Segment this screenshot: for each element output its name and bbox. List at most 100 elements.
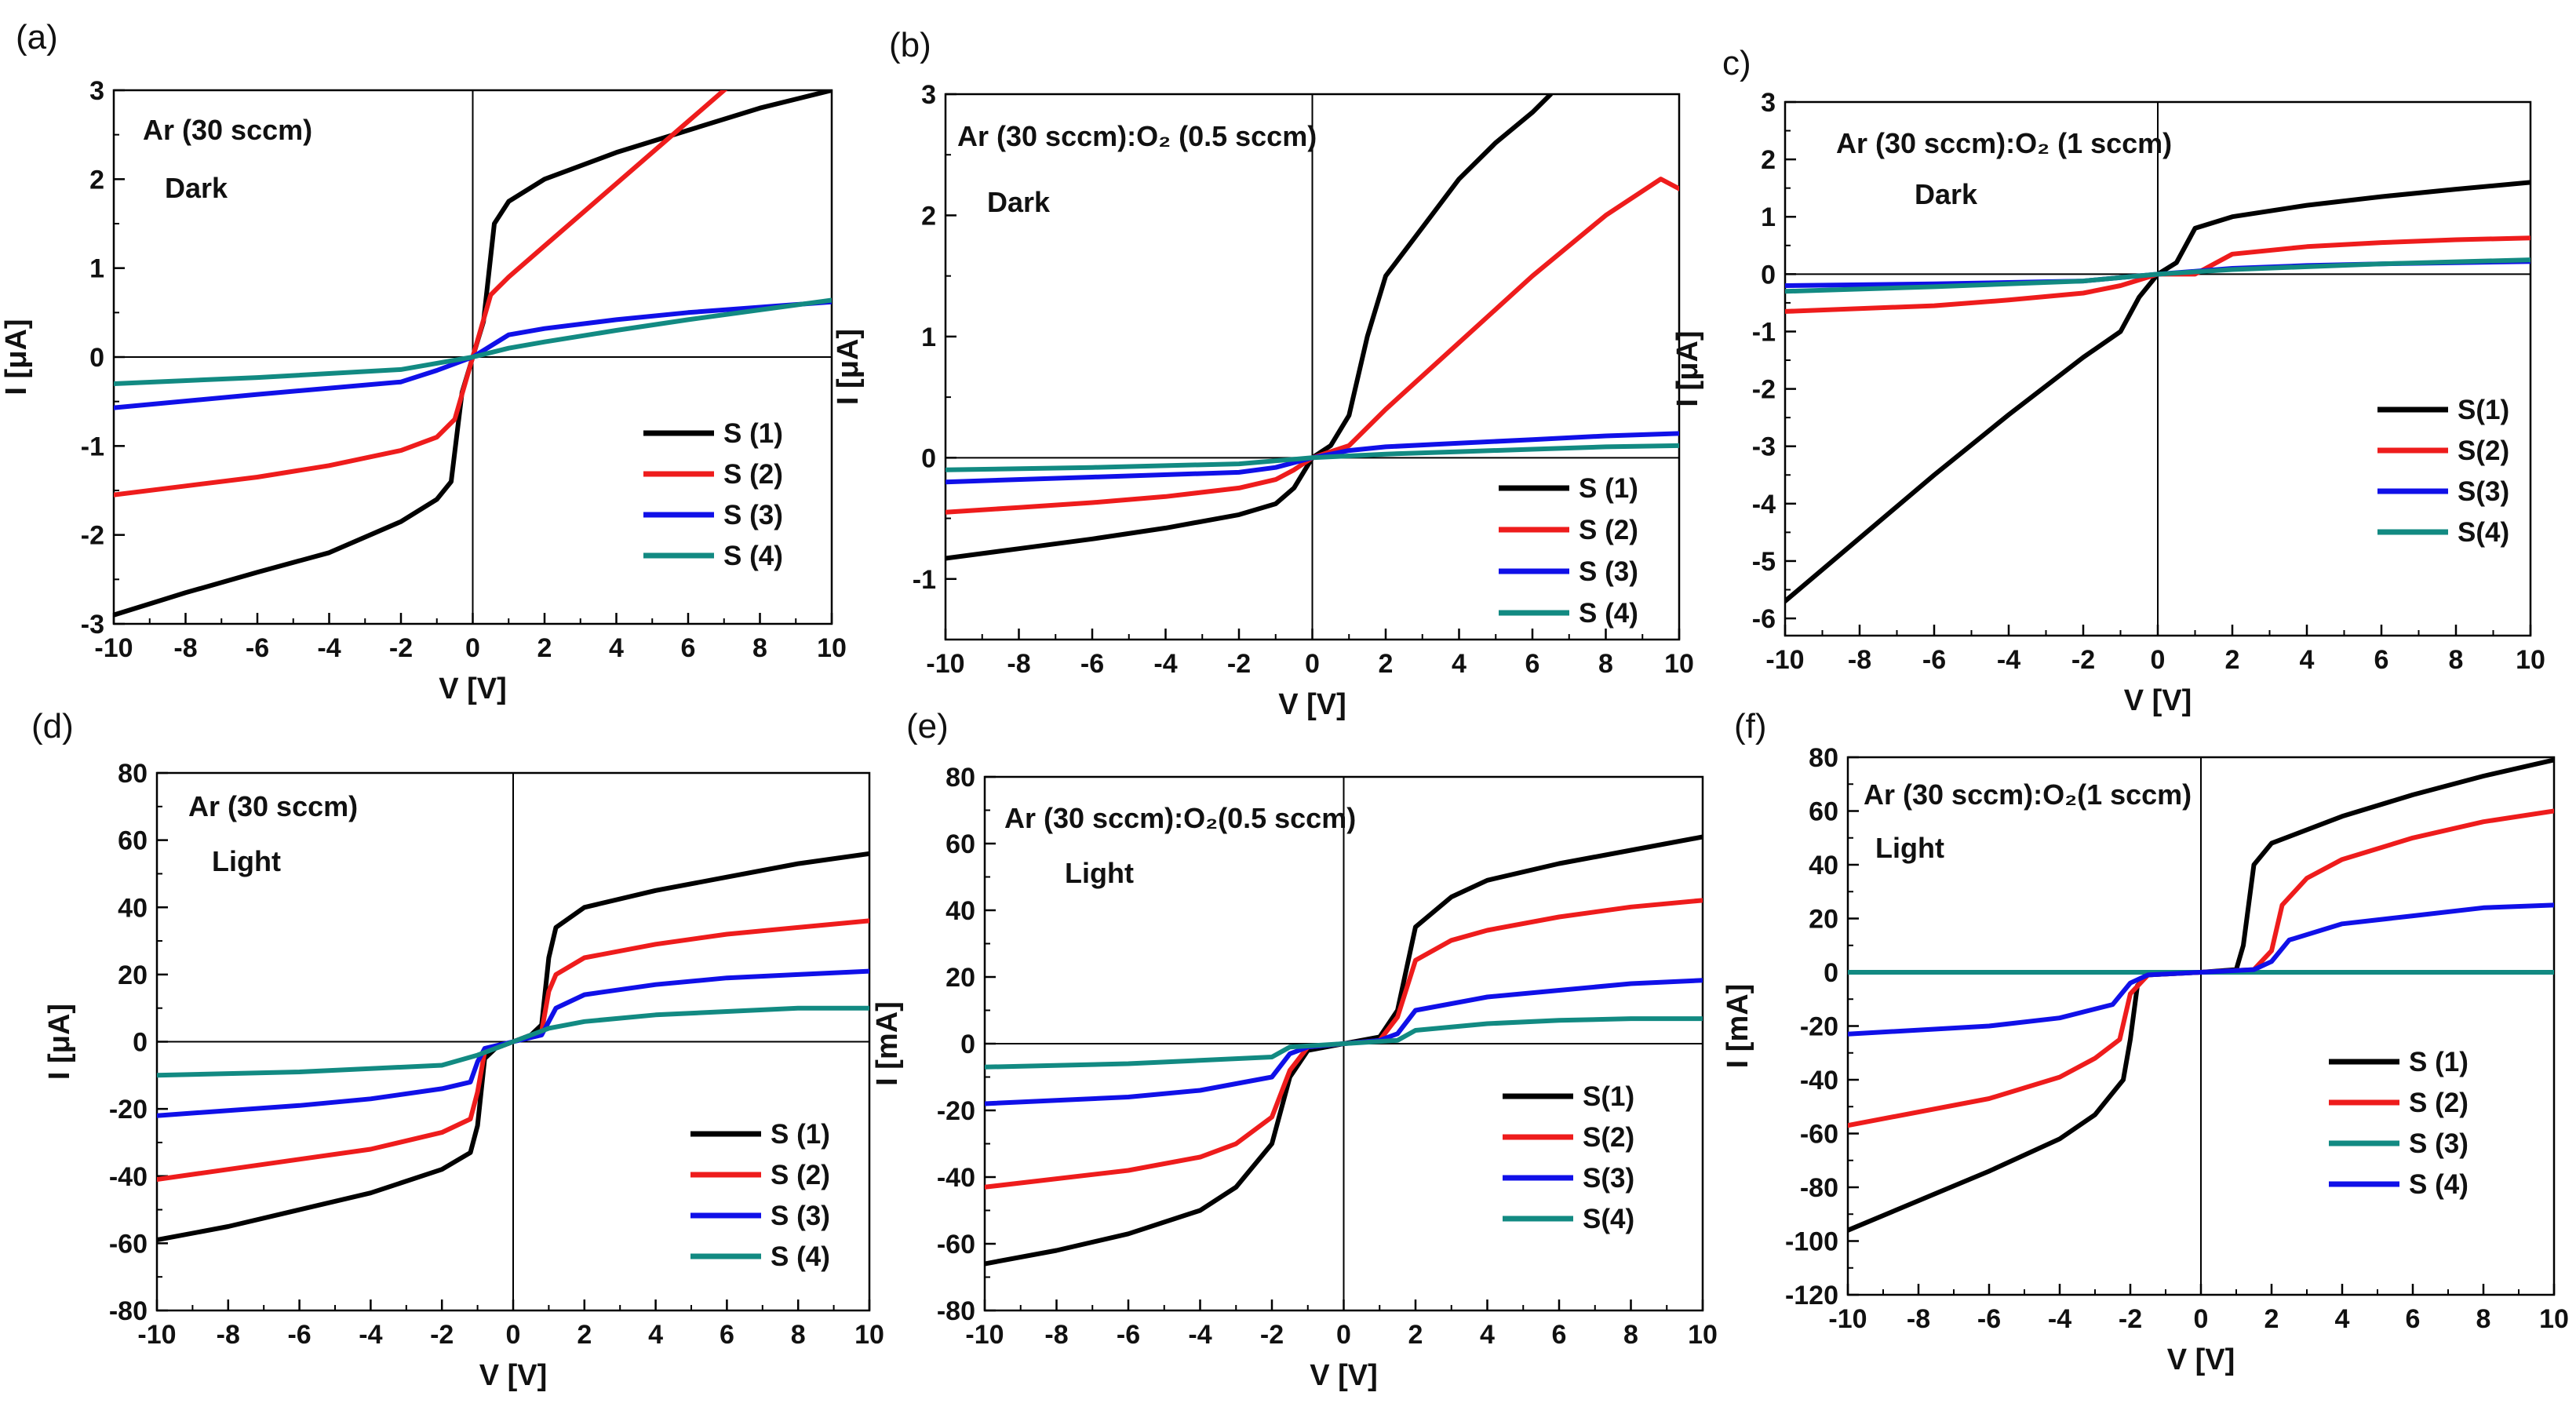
y-axis-label: I [μA] [0,319,33,395]
x-tick-label: 0 [465,633,480,663]
x-tick-label: 6 [681,633,696,663]
legend-entry-label: S(4) [1583,1204,1634,1234]
y-tick-label: 20 [946,963,975,993]
x-tick-label: 4 [609,633,624,663]
y-tick-label: 60 [118,826,148,856]
x-tick-label: 10 [1664,649,1694,679]
gas-condition-label: Ar (30 sccm) [143,114,312,146]
y-tick-label: 0 [921,443,936,473]
y-tick-label: -40 [1800,1066,1838,1095]
series-line-4 [1785,257,2530,294]
y-tick-label: 1 [89,254,104,284]
illumination-label: Light [1065,857,1134,889]
y-tick-label: -20 [109,1095,148,1125]
y-axis-label: I [mA] [871,1001,904,1086]
x-tick-label: -2 [1260,1320,1284,1350]
legend-entry-label: S (1) [2409,1047,2469,1077]
x-tick-label: -8 [1848,645,1871,675]
x-tick-label: 0 [506,1320,521,1350]
y-tick-label: -40 [937,1163,975,1193]
illumination-label: Dark [165,172,228,204]
legend-entry-label: S (4) [723,541,783,571]
chart-panel-4: (d)-10 -8 -6 -4 -2 0 2 4 6 8 10-80-60-40-200204060… [31,707,884,1392]
x-tick-label: 0 [1336,1320,1351,1350]
x-tick-label: 10 [2539,1304,2569,1334]
x-tick-label: -4 [359,1320,382,1350]
y-tick-label: 1 [1761,202,1776,232]
x-tick-label: -6 [1977,1304,2001,1334]
x-tick-label: 2 [537,633,552,663]
y-tick-label: 40 [1809,851,1838,880]
y-tick-label: -1 [1752,317,1776,347]
gas-condition-label: Ar (30 sccm) [188,790,358,822]
x-axis-label: V [V] [2124,684,2192,717]
gas-condition-label: Ar (30 sccm):O₂ (1 sccm) [1836,127,2172,159]
gas-condition-label: Ar (30 sccm):O₂(1 sccm) [1864,778,2192,811]
y-tick-label: -100 [1785,1227,1838,1257]
series-line-3 [946,431,1679,485]
x-tick-label: -8 [1044,1320,1068,1350]
chart-panel-6: (f)-10 -8 -6 -4 -2 0 2 4 6 8 10-120-100-80-60-40-2… [1722,707,2569,1376]
x-tick-label: -6 [246,633,269,663]
panel-letter: (a) [16,18,58,56]
legend-entry-label: S(3) [1583,1163,1634,1194]
legend-entry-label: S (3) [2409,1128,2469,1159]
x-tick-label: 10 [2516,645,2545,675]
x-axis-label: V [V] [439,673,507,705]
y-tick-label: 2 [89,165,104,195]
x-tick-label: 6 [2374,645,2389,675]
legend-entry-label: S(3) [2458,476,2509,507]
series-line-1 [946,94,1554,561]
series-line-4 [157,1005,869,1078]
x-tick-label: 8 [1623,1320,1638,1350]
x-tick-label: 4 [2335,1304,2350,1334]
chart-panel-5: (e)-10 -8 -6 -4 -2 0 2 4 6 8 10-80-60-40-200204060… [871,707,1718,1392]
y-tick-label: -60 [937,1230,975,1259]
x-tick-label: 4 [648,1320,663,1350]
y-tick-label: 0 [1824,958,1838,988]
y-tick-label: 80 [118,759,148,789]
x-tick-label: -10 [1765,645,1804,675]
panel-letter: (e) [906,707,949,745]
x-tick-label: 2 [2264,1304,2279,1334]
y-tick-label: 0 [960,1030,975,1059]
legend-entry-label: S(1) [1583,1081,1634,1112]
illumination-label: Light [212,845,281,877]
y-tick-label: -80 [1800,1173,1838,1203]
x-tick-label: -10 [94,633,133,663]
panel-letter: (b) [889,26,931,64]
legend-entry-label: S (3) [1579,556,1638,587]
x-tick-label: -4 [1997,645,2020,675]
series-line-4 [985,1016,1703,1070]
series-line-4 [114,297,832,386]
x-tick-label: 6 [1552,1320,1567,1350]
y-tick-label: -5 [1752,547,1776,577]
y-tick-label: 40 [118,893,148,923]
legend-entry-label: S(2) [1583,1122,1634,1153]
y-tick-label: 0 [89,343,104,373]
y-tick-label: -60 [1800,1120,1838,1150]
x-tick-label: 2 [1379,649,1394,679]
x-tick-label: -2 [389,633,413,663]
illumination-label: Dark [1915,178,1978,210]
x-tick-label: 6 [2406,1304,2421,1334]
x-tick-label: 6 [720,1320,734,1350]
y-tick-label: -20 [1800,1012,1838,1042]
legend-entry-label: S (2) [1579,515,1638,545]
x-tick-label: 8 [752,633,767,663]
x-tick-label: -6 [1117,1320,1140,1350]
y-tick-label: 2 [921,201,936,231]
legend-entry-label: S (2) [2409,1088,2469,1118]
x-tick-label: -2 [2119,1304,2142,1334]
x-tick-label: -2 [1227,649,1251,679]
x-tick-label: -4 [317,633,341,663]
y-tick-label: 20 [118,960,148,990]
y-tick-label: 3 [89,76,104,106]
legend-entry-label: S (2) [723,459,783,490]
panel-letter: (d) [31,707,74,745]
legend-entry-label: S (4) [1579,598,1638,629]
x-tick-label: -6 [1080,649,1104,679]
y-tick-label: -1 [81,432,104,461]
